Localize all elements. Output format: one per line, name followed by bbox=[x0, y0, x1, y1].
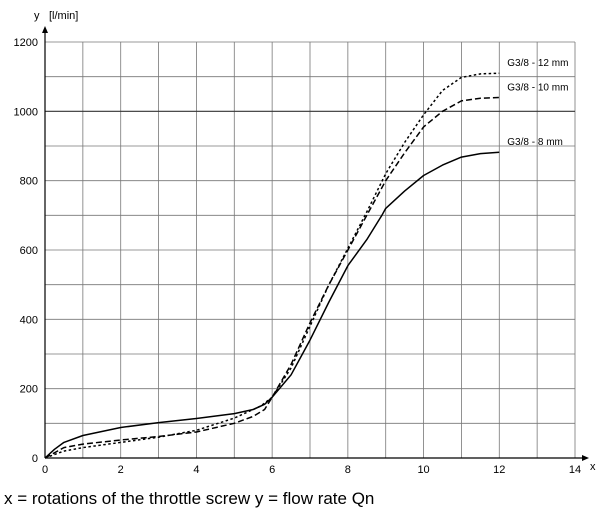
series-line bbox=[44, 151, 500, 459]
x-axis-title: x bbox=[590, 461, 596, 473]
series-label: G3/8 - 8 mm bbox=[507, 137, 563, 148]
x-tick-label: 10 bbox=[417, 464, 429, 476]
x-tick-label: 12 bbox=[493, 464, 505, 476]
x-tick-label: 4 bbox=[193, 464, 199, 476]
x-tick-label: 0 bbox=[42, 464, 48, 476]
y-tick-label: 400 bbox=[20, 314, 38, 326]
x-axis-arrow-icon bbox=[582, 455, 589, 461]
y-axis-unit: [l/min] bbox=[49, 10, 78, 22]
series-label: G3/8 - 12 mm bbox=[507, 58, 568, 69]
y-axis-arrow-icon bbox=[42, 26, 48, 33]
y-axis-title: y bbox=[34, 10, 40, 22]
y-tick-label: 1000 bbox=[14, 106, 38, 118]
y-tick-label: 0 bbox=[32, 453, 38, 465]
series-lines bbox=[44, 72, 500, 459]
y-tick-label: 200 bbox=[20, 384, 38, 396]
axes bbox=[42, 26, 589, 461]
tick-labels: 0 2 4 6 8 10 12 14 0 200 400 600 800 1000 1200 bbox=[14, 37, 582, 476]
y-tick-label: 800 bbox=[20, 176, 38, 188]
grid bbox=[44, 41, 576, 459]
series-labels: G3/8 - 12 mm G3/8 - 10 mm G3/8 - 8 mm bbox=[507, 58, 568, 148]
series-line bbox=[44, 96, 500, 459]
chart-caption: x = rotations of the throttle screw y = … bbox=[4, 489, 375, 508]
x-tick-label: 8 bbox=[345, 464, 351, 476]
y-tick-label: 600 bbox=[20, 245, 38, 257]
flow-rate-chart: 0 2 4 6 8 10 12 14 0 200 400 600 800 1000 1200 G3/8 - … bbox=[14, 10, 596, 476]
x-tick-label: 6 bbox=[269, 464, 275, 476]
y-tick-label: 1200 bbox=[14, 37, 38, 49]
series-label: G3/8 - 10 mm bbox=[507, 82, 568, 93]
x-tick-label: 2 bbox=[118, 464, 124, 476]
x-tick-label: 14 bbox=[569, 464, 581, 476]
series-line bbox=[44, 72, 500, 459]
